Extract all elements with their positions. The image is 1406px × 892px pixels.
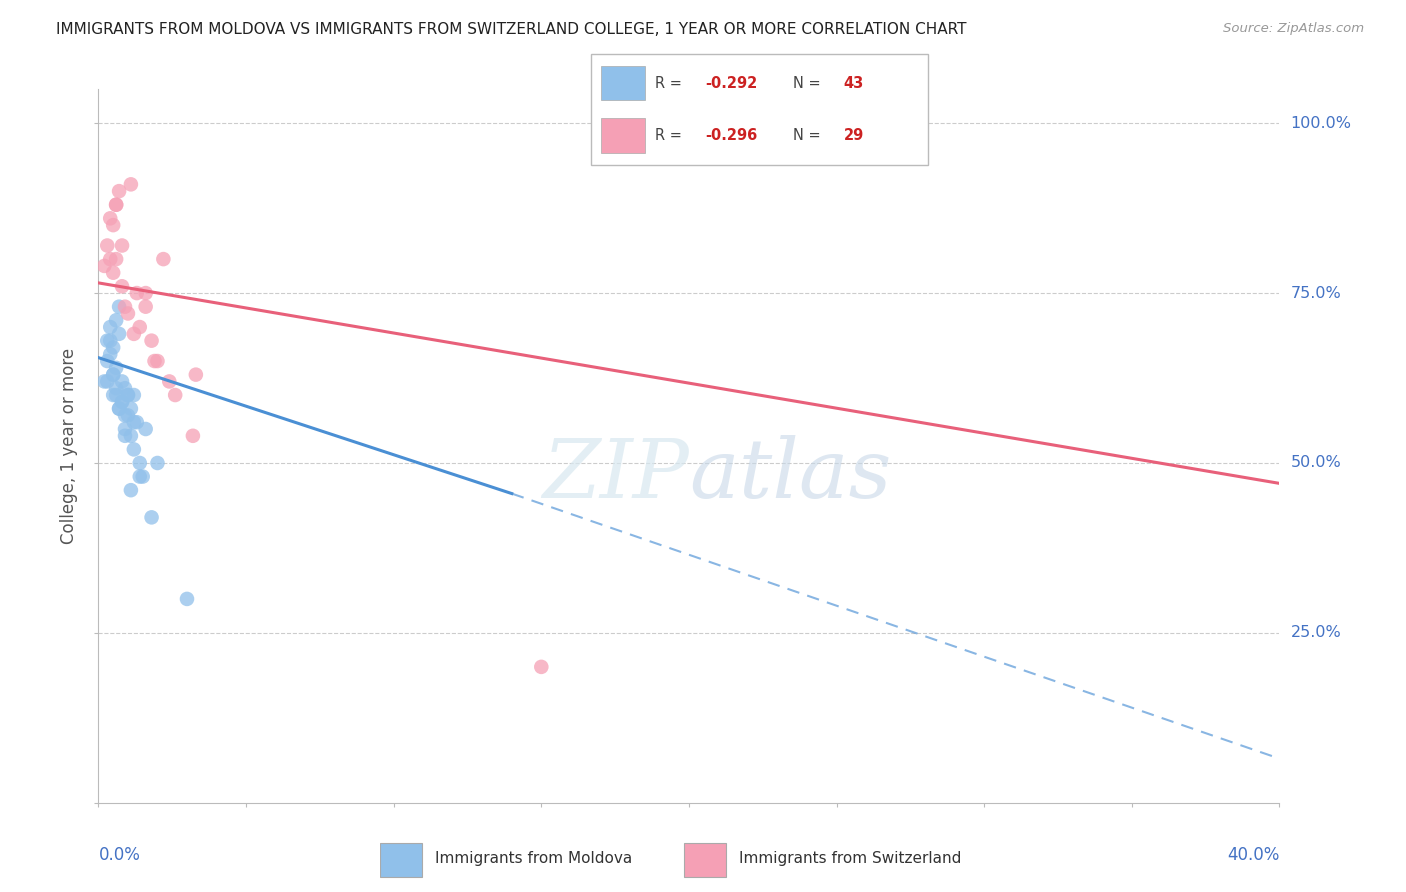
- Point: [135, 286, 157, 301]
- Point: [103, 388, 125, 402]
- Bar: [600, 66, 644, 101]
- Point: [117, 388, 139, 402]
- Point: [114, 300, 136, 314]
- Point: [111, 279, 134, 293]
- Point: [111, 394, 134, 409]
- Text: ZIP: ZIP: [543, 434, 689, 515]
- Point: [128, 320, 150, 334]
- Point: [108, 401, 131, 416]
- Point: [114, 381, 136, 395]
- Point: [105, 388, 128, 402]
- Point: [120, 429, 142, 443]
- Point: [98, 320, 121, 334]
- Point: [98, 211, 121, 226]
- Text: R =: R =: [655, 76, 686, 91]
- Text: N =: N =: [793, 128, 825, 143]
- Point: [530, 660, 553, 674]
- Y-axis label: College, 1 year or more: College, 1 year or more: [60, 348, 79, 544]
- Point: [132, 469, 155, 483]
- Bar: [600, 119, 644, 153]
- Bar: [380, 843, 422, 877]
- Point: [125, 415, 148, 429]
- Text: Immigrants from Moldova: Immigrants from Moldova: [434, 851, 631, 866]
- Point: [141, 510, 163, 524]
- Text: IMMIGRANTS FROM MOLDOVA VS IMMIGRANTS FROM SWITZERLAND COLLEGE, 1 YEAR OR MORE C: IMMIGRANTS FROM MOLDOVA VS IMMIGRANTS FR…: [56, 22, 967, 37]
- Point: [114, 422, 136, 436]
- Text: 100.0%: 100.0%: [1291, 116, 1351, 131]
- Point: [111, 238, 134, 252]
- Point: [128, 469, 150, 483]
- Text: 40.0%: 40.0%: [1227, 846, 1279, 863]
- Point: [105, 381, 128, 395]
- Point: [122, 442, 145, 457]
- Text: -0.292: -0.292: [706, 76, 758, 91]
- Point: [152, 252, 174, 266]
- Point: [141, 334, 163, 348]
- Point: [125, 286, 148, 301]
- Point: [176, 591, 198, 606]
- Point: [103, 266, 125, 280]
- Point: [128, 456, 150, 470]
- Point: [120, 401, 142, 416]
- Point: [98, 252, 121, 266]
- Point: [96, 238, 118, 252]
- Text: Immigrants from Switzerland: Immigrants from Switzerland: [738, 851, 960, 866]
- Text: 29: 29: [844, 128, 863, 143]
- Point: [105, 360, 128, 375]
- Point: [146, 354, 169, 368]
- Point: [120, 483, 142, 498]
- Point: [184, 368, 207, 382]
- Text: 43: 43: [844, 76, 863, 91]
- Bar: [683, 843, 725, 877]
- Point: [122, 388, 145, 402]
- Point: [122, 326, 145, 341]
- Text: 50.0%: 50.0%: [1291, 456, 1341, 470]
- Point: [157, 375, 180, 389]
- Point: [181, 429, 204, 443]
- Point: [117, 306, 139, 320]
- Point: [93, 375, 115, 389]
- Text: 0.0%: 0.0%: [98, 846, 141, 863]
- Point: [135, 300, 157, 314]
- Point: [117, 409, 139, 423]
- Point: [135, 422, 157, 436]
- Point: [111, 394, 134, 409]
- Point: [93, 259, 115, 273]
- Text: atlas: atlas: [689, 434, 891, 515]
- Point: [103, 368, 125, 382]
- Point: [105, 252, 128, 266]
- Point: [114, 409, 136, 423]
- Text: -0.296: -0.296: [706, 128, 758, 143]
- Point: [103, 218, 125, 232]
- Point: [165, 388, 187, 402]
- Point: [120, 178, 142, 192]
- Text: Source: ZipAtlas.com: Source: ZipAtlas.com: [1223, 22, 1364, 36]
- Text: 75.0%: 75.0%: [1291, 285, 1341, 301]
- Point: [111, 375, 134, 389]
- Point: [96, 354, 118, 368]
- Point: [108, 184, 131, 198]
- Point: [108, 300, 131, 314]
- Point: [103, 368, 125, 382]
- Point: [108, 401, 131, 416]
- Point: [143, 354, 166, 368]
- Point: [105, 198, 128, 212]
- Point: [146, 456, 169, 470]
- Point: [122, 415, 145, 429]
- Text: N =: N =: [793, 76, 825, 91]
- Point: [108, 326, 131, 341]
- Text: R =: R =: [655, 128, 686, 143]
- Point: [105, 313, 128, 327]
- Point: [98, 334, 121, 348]
- Point: [96, 334, 118, 348]
- Text: 25.0%: 25.0%: [1291, 625, 1341, 640]
- Point: [98, 347, 121, 361]
- Point: [103, 341, 125, 355]
- Point: [117, 388, 139, 402]
- Point: [96, 375, 118, 389]
- Point: [105, 198, 128, 212]
- Point: [114, 429, 136, 443]
